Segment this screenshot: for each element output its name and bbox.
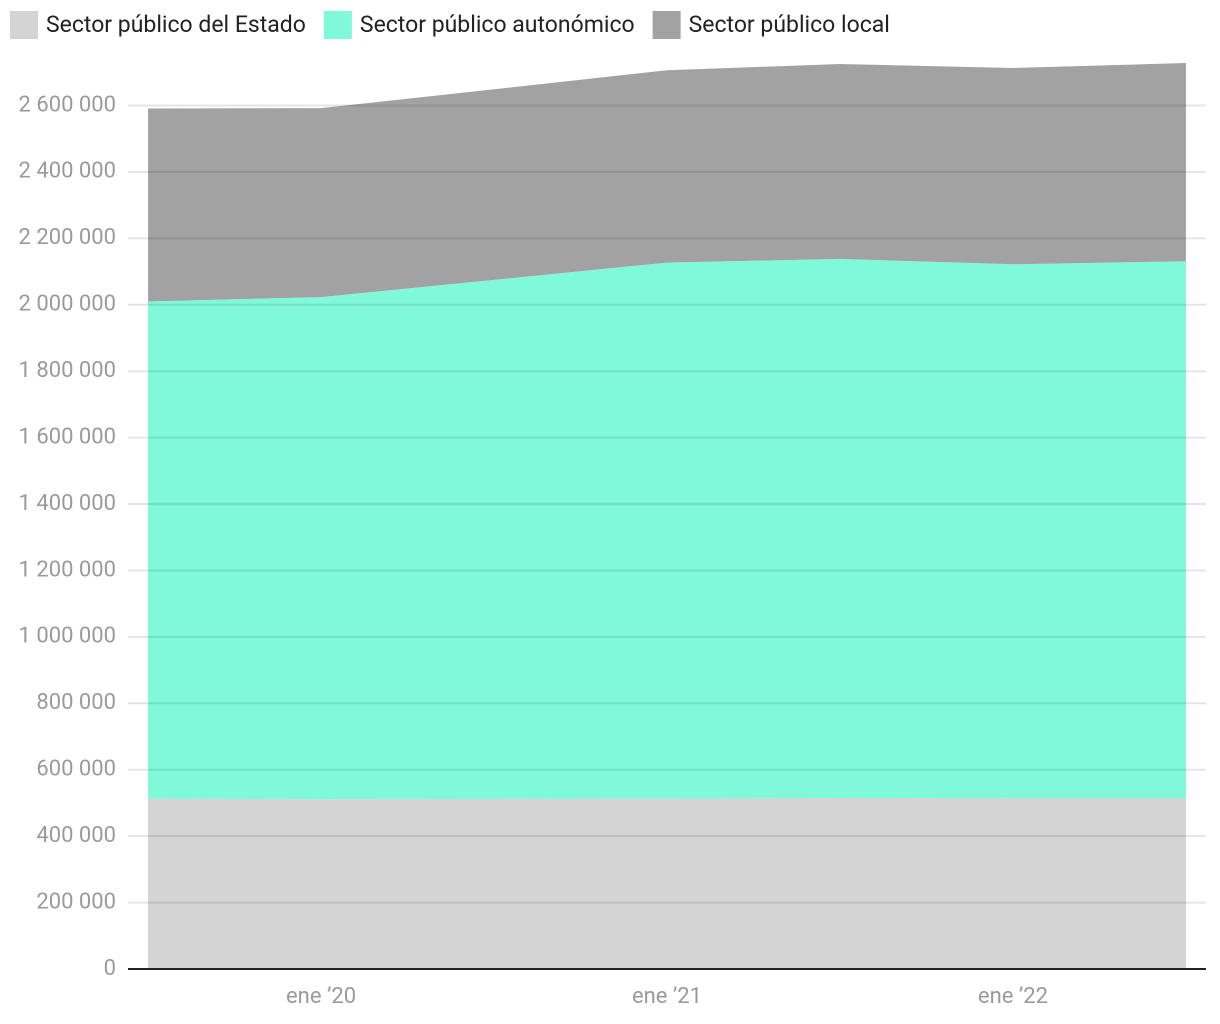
legend-swatch — [323, 11, 352, 39]
legend-item: Sector público autonómico — [323, 11, 635, 39]
legend-label: Sector público local — [689, 11, 890, 38]
y-tick-label: 2 400 000 — [19, 159, 116, 184]
y-tick-label: 1 000 000 — [19, 624, 116, 649]
legend-swatch — [652, 11, 681, 39]
y-tick-label: 1 800 000 — [19, 358, 116, 383]
y-tick-label: 1 200 000 — [19, 557, 116, 582]
x-tick-label: ene ’22 — [978, 984, 1048, 1009]
y-tick-label: 2 200 000 — [19, 225, 116, 250]
y-tick-label: 2 600 000 — [19, 92, 116, 117]
y-tick-label: 600 000 — [36, 757, 116, 782]
x-tick-label: ene ’20 — [286, 984, 356, 1009]
y-tick-label: 1 600 000 — [19, 424, 116, 449]
area — [148, 258, 1186, 800]
y-tick-label: 0 — [104, 956, 116, 981]
legend-label: Sector público autonómico — [360, 11, 635, 38]
legend-label: Sector público del Estado — [46, 11, 306, 38]
area — [148, 797, 1186, 969]
y-tick-label: 400 000 — [36, 823, 116, 848]
legend-item: Sector público del Estado — [10, 11, 306, 39]
y-tick-label: 1 400 000 — [19, 491, 116, 516]
legend-item: Sector público local — [652, 11, 890, 39]
y-tick-label: 2 000 000 — [19, 292, 116, 317]
legend-swatch — [10, 11, 38, 39]
y-tick-label: 200 000 — [36, 889, 116, 914]
x-tick-label: ene ’21 — [632, 984, 702, 1009]
y-tick-label: 800 000 — [36, 690, 116, 715]
area — [148, 62, 1186, 302]
